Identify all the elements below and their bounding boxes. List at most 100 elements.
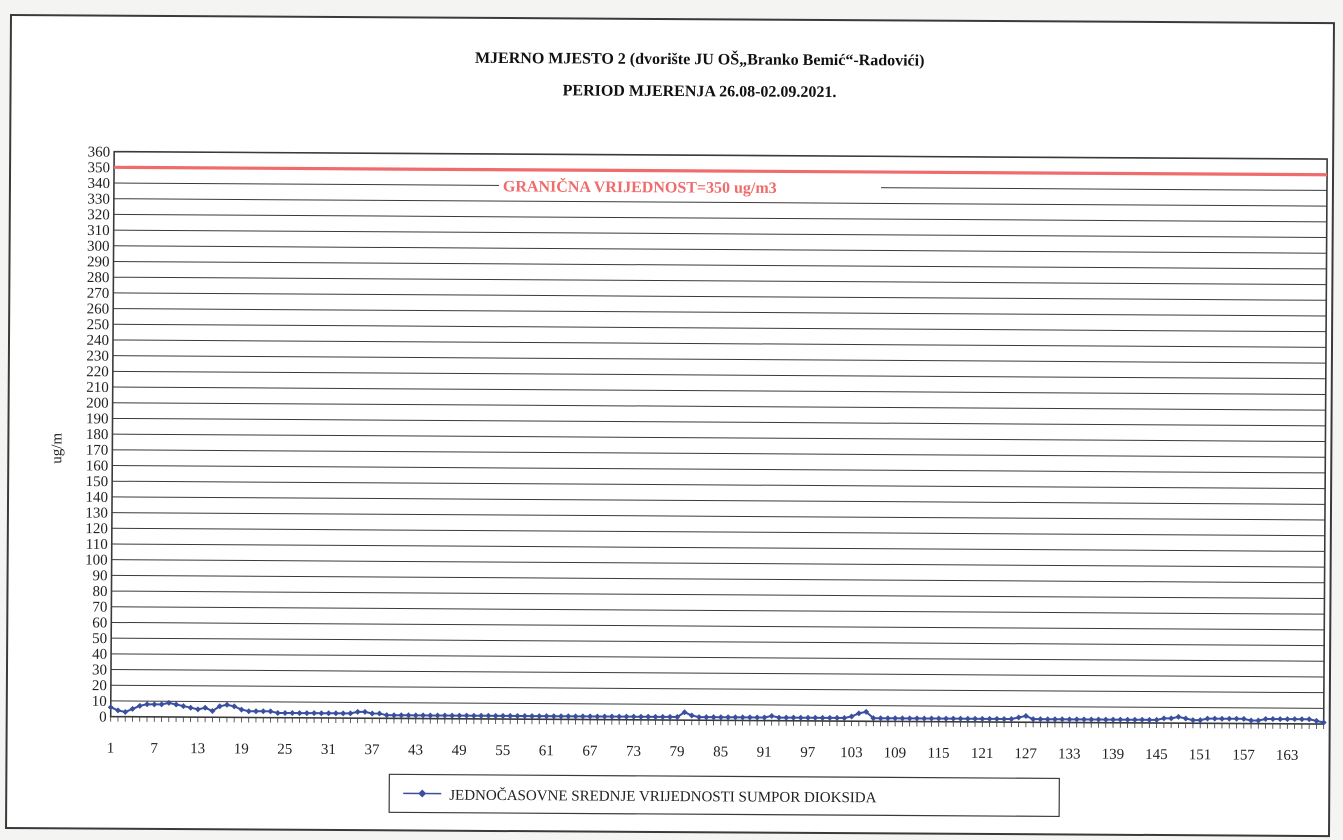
y-tick-label: 360 <box>88 144 111 160</box>
series-point <box>884 715 891 722</box>
series-point <box>1044 716 1051 723</box>
series-point <box>1073 716 1080 723</box>
series-point <box>1182 715 1189 722</box>
y-grid-line <box>113 260 1327 270</box>
y-tick-label: 330 <box>87 192 110 208</box>
series-point <box>390 712 397 719</box>
y-tick-label: 310 <box>87 223 110 239</box>
series-point <box>645 713 652 720</box>
series-point <box>1066 716 1073 723</box>
y-grid-line <box>112 370 1326 380</box>
series-point <box>1146 716 1153 723</box>
y-tick-label: 320 <box>87 207 110 223</box>
x-tick-label: 139 <box>1102 747 1125 763</box>
x-tick-label: 55 <box>495 743 510 759</box>
series-point <box>1240 715 1247 722</box>
y-grid-line <box>113 323 1327 333</box>
x-tick-label: 91 <box>757 745 772 761</box>
y-tick-label: 0 <box>99 710 107 726</box>
x-tick-label: 85 <box>713 744 728 760</box>
series-point <box>1233 715 1240 722</box>
series-point <box>717 714 724 721</box>
series-point <box>943 715 950 722</box>
series-point <box>507 712 514 719</box>
x-tick-label: 25 <box>277 742 292 758</box>
series-point <box>775 714 782 721</box>
series-point <box>115 707 122 714</box>
series-point <box>216 703 223 710</box>
series-point <box>797 714 804 721</box>
series-point <box>536 713 543 720</box>
y-grid-line <box>113 229 1327 239</box>
y-tick-label: 130 <box>85 505 108 521</box>
series-point <box>1175 713 1182 720</box>
y-grid-line <box>113 198 1327 207</box>
series-point <box>696 714 703 721</box>
series-point <box>1051 716 1058 723</box>
x-tick-label: 157 <box>1232 747 1255 763</box>
series-point <box>267 708 274 715</box>
y-grid-line <box>111 606 1325 615</box>
series-point <box>608 713 615 720</box>
series-group <box>107 699 1327 726</box>
series-point <box>565 713 572 720</box>
series-point <box>1291 716 1298 723</box>
series-point <box>412 712 419 719</box>
series-point <box>499 712 506 719</box>
series-point <box>826 714 833 721</box>
y-tick-label: 270 <box>87 286 110 302</box>
y-tick-label: 110 <box>86 537 108 553</box>
x-tick-label: 1 <box>107 741 115 757</box>
series-point <box>289 710 296 717</box>
series-point <box>921 715 928 722</box>
y-tick-label: 120 <box>85 521 108 537</box>
y-tick-label: 200 <box>86 396 109 412</box>
series-point <box>187 704 194 711</box>
series-point <box>805 714 812 721</box>
series-point <box>369 710 376 717</box>
series-point <box>158 701 165 708</box>
series-point <box>361 708 368 715</box>
series-point <box>303 710 310 717</box>
y-grid-line <box>111 574 1325 584</box>
series-point <box>238 706 245 713</box>
series-point <box>739 714 746 721</box>
series-point <box>1262 715 1269 722</box>
y-tick-label: 280 <box>87 270 110 286</box>
series-point <box>964 715 971 722</box>
series-point <box>848 713 855 720</box>
y-tick-labels: 0102030405060708090100110120130140150160… <box>85 144 111 726</box>
y-tick-label: 100 <box>85 553 108 569</box>
y-axis-label: ug/m <box>49 433 65 464</box>
series-point <box>1153 716 1160 723</box>
y-grid-line <box>113 245 1327 254</box>
series-point <box>667 713 674 720</box>
y-grid-line <box>111 543 1325 552</box>
y-tick-label: 80 <box>92 584 107 600</box>
x-tick-label: 37 <box>364 742 380 758</box>
series-point <box>514 712 521 719</box>
series-point <box>834 714 841 721</box>
series-point <box>892 715 899 722</box>
series-point <box>601 713 608 720</box>
y-tick-label: 180 <box>86 427 109 443</box>
chart-subtitle: PERIOD MJERENJA 26.08-02.09.2021. <box>563 82 837 101</box>
series-point <box>819 714 826 721</box>
x-tick-label: 43 <box>408 742 423 758</box>
y-tick-label: 90 <box>93 568 108 584</box>
series-point <box>383 712 390 719</box>
y-grid-line <box>112 465 1326 474</box>
series-point <box>1284 716 1291 723</box>
series-point <box>768 712 775 719</box>
series-point <box>332 710 339 717</box>
chart-title: MJERNO MJESTO 2 (dvorište JU OŠ„Branko B… <box>475 48 925 70</box>
x-tick-label: 109 <box>884 745 907 761</box>
y-grid-line <box>113 276 1327 286</box>
series-point <box>906 715 913 722</box>
y-grid-line <box>111 637 1325 647</box>
series-point <box>1088 716 1095 723</box>
y-tick-label: 40 <box>92 647 107 663</box>
series-point <box>652 713 659 720</box>
series-point <box>877 715 884 722</box>
series-point <box>1015 714 1022 721</box>
